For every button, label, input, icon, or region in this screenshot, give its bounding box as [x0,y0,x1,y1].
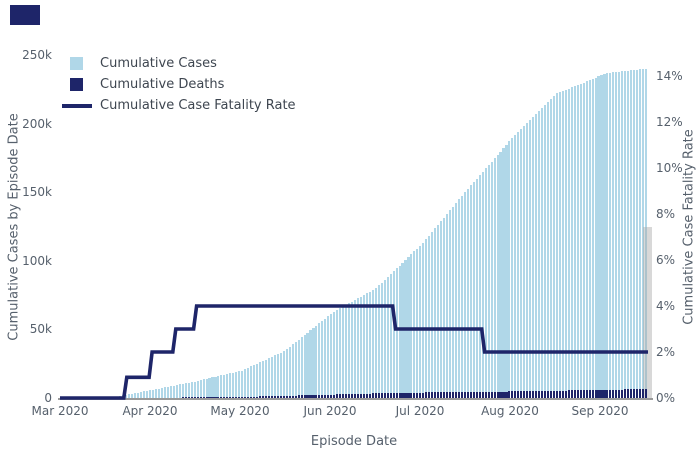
legend-item-cases[interactable]: Cumulative Cases [62,53,296,74]
legend-item-deaths[interactable]: Cumulative Deaths [62,74,296,95]
legend: Cumulative Cases Cumulative Deaths Cumul… [62,53,296,116]
y-right-axis-title: Cumulative Case Fatality Rate [681,129,697,325]
deaths-swatch-icon [70,78,83,91]
x-axis-line [58,398,653,400]
partial-period-bar [643,226,652,398]
legend-label: Cumulative Deaths [100,77,225,92]
legend-label: Cumulative Case Fatality Rate [100,98,296,113]
legend-item-cfr[interactable]: Cumulative Case Fatality Rate [62,95,296,116]
cases-swatch-icon [70,57,83,70]
corner-marker [10,5,40,25]
x-axis-title: Episode Date [310,434,398,449]
legend-label: Cumulative Cases [100,56,217,71]
cfr-line-swatch-icon [62,103,92,108]
y-left-axis-title: Cumulative Cases by Episode Date [6,113,22,341]
